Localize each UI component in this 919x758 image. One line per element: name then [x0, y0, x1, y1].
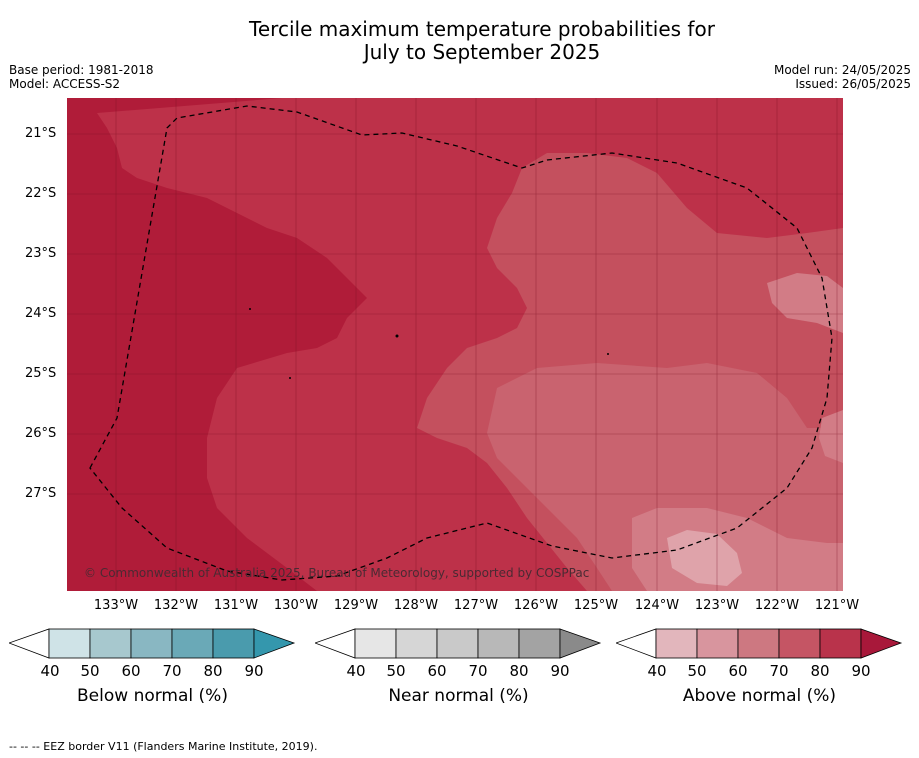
below-tick: 60 [121, 662, 141, 680]
above-normal-label: Above normal (%) [682, 686, 837, 706]
above-tick: 80 [810, 662, 830, 680]
grid-lines [67, 98, 843, 591]
lat-label: 27°S [25, 486, 57, 501]
lon-label: 133°W [93, 598, 139, 613]
meta-right: Model run: 24/05/2025 Issued: 26/05/2025 [774, 63, 911, 91]
model-name: Model: ACCESS-S2 [9, 77, 121, 91]
zone-above-40-sw [667, 530, 742, 586]
lon-label: 122°W [754, 598, 800, 613]
model-run: Model run: 24/05/2025 [773, 63, 911, 77]
colorbar-near [315, 628, 602, 659]
lon-label: 124°W [634, 598, 680, 613]
lat-label: 22°S [25, 186, 57, 201]
title-line-1: Tercile maximum temperature probabilitie… [249, 17, 715, 41]
above-tick: 50 [687, 662, 707, 680]
above-tick: 60 [728, 662, 748, 680]
below-tick: 70 [162, 662, 182, 680]
meta-left: Base period: 1981-2018 Model: ACCESS-S2 [9, 63, 154, 91]
near-tick: 50 [386, 662, 406, 680]
map-title: Tercile maximum temperature probabilitie… [0, 18, 919, 64]
near-normal-label: Near normal (%) [388, 686, 529, 706]
near-tick: 40 [346, 662, 366, 680]
colorbar-above [616, 628, 903, 659]
lon-label: 127°W [453, 598, 499, 613]
lon-label: 131°W [213, 598, 259, 613]
lon-label: 126°W [513, 598, 559, 613]
copyright-notice: © Commonwealth of Australia 2025, Bureau… [84, 566, 590, 580]
lon-label: 130°W [273, 598, 319, 613]
near-tick: 60 [427, 662, 447, 680]
lon-label: 123°W [694, 598, 740, 613]
below-tick: 40 [40, 662, 60, 680]
below-tick: 50 [80, 662, 100, 680]
near-tick: 70 [468, 662, 488, 680]
above-tick: 40 [647, 662, 667, 680]
eez-legend-note: -- -- -- EEZ border V11 (Flanders Marine… [9, 740, 318, 753]
probability-map: © Commonwealth of Australia 2025, Bureau… [67, 98, 843, 591]
base-period: Base period: 1981-2018 [9, 63, 154, 77]
near-tick: 90 [550, 662, 570, 680]
lat-label: 25°S [25, 366, 57, 381]
lat-label: 26°S [25, 426, 57, 441]
lon-label: 121°W [814, 598, 860, 613]
lon-label: 132°W [153, 598, 199, 613]
lon-label: 125°W [573, 598, 619, 613]
below-tick: 80 [203, 662, 223, 680]
issued-date: Issued: 26/05/2025 [795, 77, 911, 91]
below-normal-label: Below normal (%) [77, 686, 228, 706]
title-line-2: July to September 2025 [363, 40, 601, 64]
map-canvas [67, 98, 843, 591]
below-tick: 90 [244, 662, 264, 680]
above-tick: 90 [851, 662, 871, 680]
lat-label: 21°S [25, 126, 57, 141]
lon-label: 128°W [393, 598, 439, 613]
lat-label: 24°S [25, 306, 57, 321]
colorbar-below [9, 628, 296, 659]
above-tick: 70 [769, 662, 789, 680]
lat-label: 23°S [25, 246, 57, 261]
eez-border [89, 105, 833, 581]
near-tick: 80 [509, 662, 529, 680]
island-marks [249, 308, 609, 379]
lon-label: 129°W [333, 598, 379, 613]
